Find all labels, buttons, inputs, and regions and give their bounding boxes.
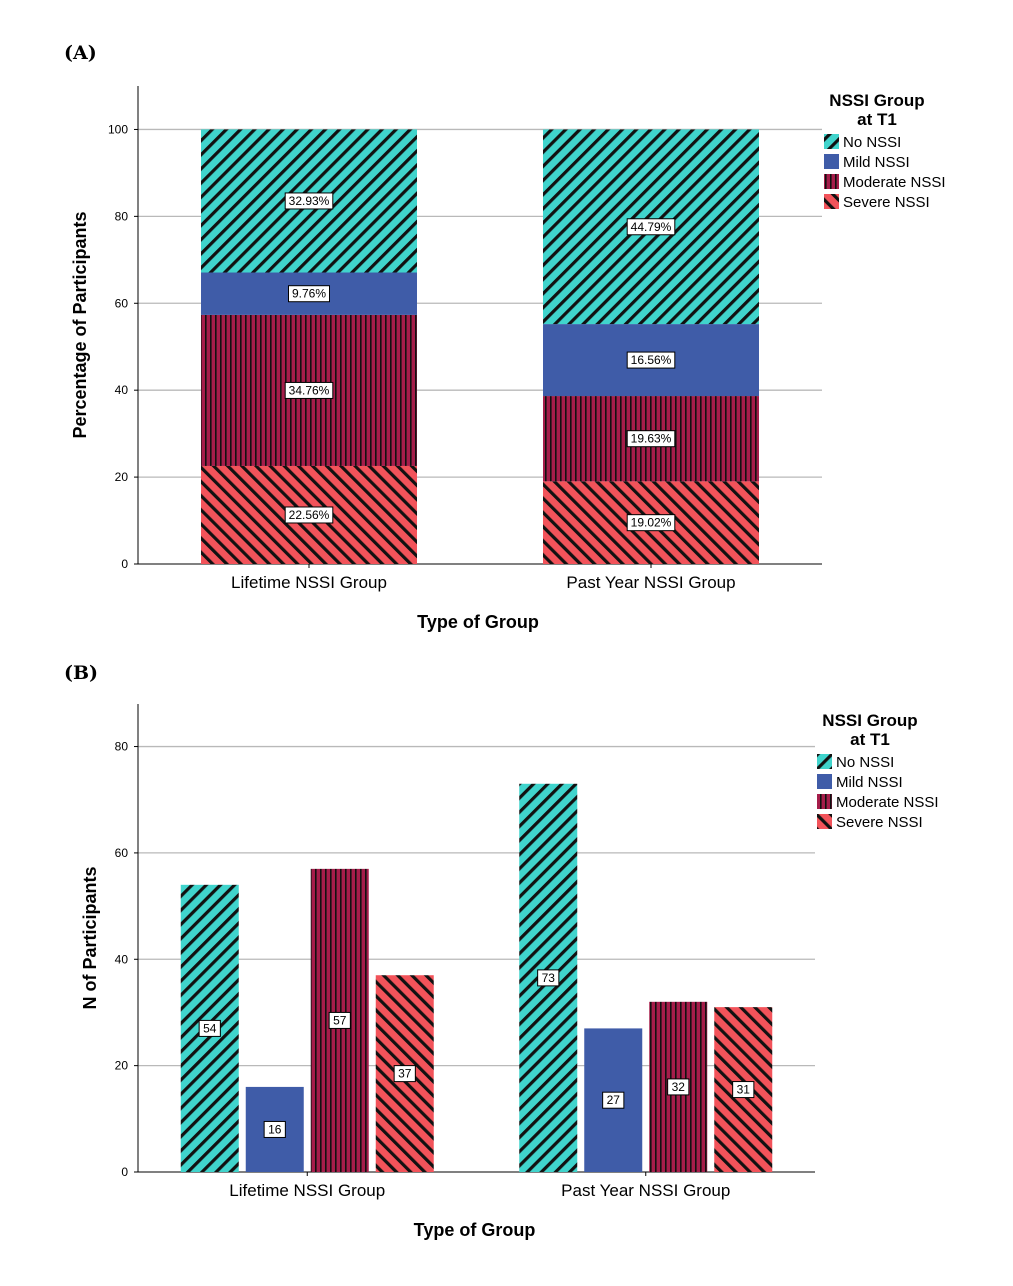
chart-b-legend-item-moderate-nssi: Moderate NSSI — [836, 794, 939, 811]
chart-b-category-past-year-nssi-group: Past Year NSSI Group — [561, 1181, 730, 1200]
chart-a-data-label-moderate-nssi-lifetime-nssi-group: 34.76% — [284, 381, 334, 399]
chart-a-y-axis-title: Percentage of Participants — [70, 211, 90, 438]
chart-a-legend-item-moderate-nssi: Moderate NSSI — [843, 174, 946, 191]
chart-a-data-label-moderate-nssi-past-year-nssi-group-text: 19.63% — [631, 432, 672, 446]
chart-a-data-label-no-nssi-lifetime-nssi-group-text: 32.93% — [289, 194, 330, 208]
chart-a-legend-swatch-severe-nssi — [824, 194, 839, 209]
chart-a-ytick-label: 100 — [108, 122, 128, 136]
chart-a-data-label-severe-nssi-lifetime-nssi-group-box — [284, 506, 334, 524]
chart-b-legend-item-severe-nssi: Severe NSSI — [836, 814, 923, 831]
chart-a-data-label-no-nssi-past-year-nssi-group: 44.79% — [626, 218, 676, 236]
chart-b-legend-swatch-no-nssi — [817, 754, 832, 769]
chart-b-legend-swatch-severe-nssi — [817, 814, 832, 829]
chart-a-ytick-label: 80 — [115, 209, 129, 223]
chart-b-x-axis-title: Type of Group — [414, 1220, 536, 1240]
chart-a-ytick-label: 60 — [115, 296, 129, 310]
chart-a-data-label-moderate-nssi-lifetime-nssi-group-text: 34.76% — [289, 383, 330, 397]
chart-a-data-label-no-nssi-lifetime-nssi-group-box — [284, 192, 334, 210]
chart-a: 0 20 40 60 80 100 Lifetime NSSI Group Past Year… — [70, 86, 946, 632]
chart-b-data-label-mild-nssi-lifetime-nssi-group: 16 — [263, 1120, 286, 1138]
chart-b-data-label-severe-nssi-past-year-nssi-group-text: 31 — [737, 1083, 751, 1097]
chart-b-category-lifetime-nssi-group: Lifetime NSSI Group — [229, 1181, 385, 1200]
chart-a-legend-item-mild-nssi: Mild NSSI — [843, 154, 910, 171]
chart-b-data-label-severe-nssi-past-year-nssi-group: 31 — [732, 1081, 755, 1099]
chart-b-data-label-severe-nssi-lifetime-nssi-group: 37 — [393, 1065, 416, 1083]
chart-a-data-label-severe-nssi-past-year-nssi-group-box — [626, 514, 676, 532]
chart-a-legend-swatch-mild-nssi — [824, 154, 839, 169]
chart-a-data-label-mild-nssi-past-year-nssi-group-text: 16.56% — [631, 353, 672, 367]
chart-a-legend-swatch-moderate-nssi — [824, 174, 839, 189]
chart-b-data-label-no-nssi-past-year-nssi-group: 73 — [537, 969, 560, 987]
chart-b-data-label-mild-nssi-past-year-nssi-group: 27 — [602, 1091, 625, 1109]
chart-a-data-label-moderate-nssi-past-year-nssi-group-box — [626, 430, 676, 448]
chart-a-legend-title: NSSI Group — [829, 91, 924, 110]
chart-a-data-label-severe-nssi-past-year-nssi-group-text: 19.02% — [631, 516, 672, 530]
chart-b-data-label-mild-nssi-lifetime-nssi-group-box — [263, 1120, 286, 1138]
chart-b-data-label-severe-nssi-lifetime-nssi-group-text: 37 — [398, 1067, 412, 1081]
chart-a-data-label-no-nssi-past-year-nssi-group-text: 44.79% — [631, 220, 672, 234]
chart-b-y-axis-title: N of Participants — [80, 866, 100, 1009]
chart-a-data-label-severe-nssi-lifetime-nssi-group-text: 22.56% — [289, 508, 330, 522]
chart-b-legend-title: at T1 — [850, 730, 890, 749]
chart-a-data-label-severe-nssi-lifetime-nssi-group: 22.56% — [284, 506, 334, 524]
chart-b-data-label-mild-nssi-past-year-nssi-group-box — [602, 1091, 625, 1109]
chart-a-data-label-severe-nssi-past-year-nssi-group: 19.02% — [626, 514, 676, 532]
chart-a-legend-swatch-no-nssi — [824, 134, 839, 149]
chart-b-data-label-moderate-nssi-lifetime-nssi-group-text: 57 — [333, 1013, 347, 1027]
chart-b-data-label-moderate-nssi-lifetime-nssi-group: 57 — [328, 1011, 351, 1029]
chart-b-ytick-label: 60 — [115, 846, 129, 860]
chart-b-legend-swatch-mild-nssi — [817, 774, 832, 789]
chart-b-ytick-label: 0 — [121, 1165, 128, 1179]
chart-a-category-lifetime-nssi-group: Lifetime NSSI Group — [231, 573, 387, 592]
panel-b-label: (B) — [64, 662, 99, 684]
chart-a-legend-title: at T1 — [857, 110, 897, 129]
chart-b-data-label-mild-nssi-lifetime-nssi-group-text: 16 — [268, 1122, 282, 1136]
chart-a-data-label-mild-nssi-past-year-nssi-group: 16.56% — [626, 351, 676, 369]
chart-b-data-label-moderate-nssi-past-year-nssi-group: 32 — [667, 1078, 690, 1096]
chart-b-data-label-severe-nssi-lifetime-nssi-group-box — [393, 1065, 416, 1083]
chart-a-data-label-mild-nssi-lifetime-nssi-group-box — [288, 285, 330, 303]
chart-a-data-label-moderate-nssi-past-year-nssi-group: 19.63% — [626, 430, 676, 448]
chart-a-data-label-mild-nssi-lifetime-nssi-group: 9.76% — [288, 285, 330, 303]
chart-b-data-label-no-nssi-past-year-nssi-group-text: 73 — [542, 971, 556, 985]
chart-b-data-label-no-nssi-past-year-nssi-group-box — [537, 969, 560, 987]
chart-b-legend-item-no-nssi: No NSSI — [836, 754, 894, 771]
chart-b-data-label-mild-nssi-past-year-nssi-group-text: 27 — [607, 1093, 621, 1107]
chart-a-data-label-mild-nssi-lifetime-nssi-group-text: 9.76% — [292, 287, 326, 301]
chart-b-data-label-no-nssi-lifetime-nssi-group: 54 — [198, 1019, 221, 1037]
panel-a-label: (A) — [64, 42, 97, 64]
chart-b-legend-swatch-moderate-nssi — [817, 794, 832, 809]
chart-b-data-label-moderate-nssi-past-year-nssi-group-box — [667, 1078, 690, 1096]
chart-a-ytick-label: 40 — [115, 383, 129, 397]
chart-b: 0 20 40 60 80 Lifetime NSSI Group Past Year NS… — [80, 704, 939, 1240]
chart-a-ytick-label: 20 — [115, 470, 129, 484]
chart-a-data-label-no-nssi-past-year-nssi-group-box — [626, 218, 676, 236]
chart-b-legend-title: NSSI Group — [822, 711, 917, 730]
chart-b-legend-item-mild-nssi: Mild NSSI — [836, 774, 903, 791]
chart-a-data-label-moderate-nssi-lifetime-nssi-group-box — [284, 381, 334, 399]
chart-b-data-label-moderate-nssi-past-year-nssi-group-text: 32 — [672, 1080, 686, 1094]
chart-a-data-label-mild-nssi-past-year-nssi-group-box — [626, 351, 676, 369]
chart-a-x-axis-title: Type of Group — [417, 612, 539, 632]
chart-b-data-label-moderate-nssi-lifetime-nssi-group-box — [328, 1011, 351, 1029]
chart-a-legend-item-no-nssi: No NSSI — [843, 134, 901, 151]
chart-a-legend-item-severe-nssi: Severe NSSI — [843, 194, 930, 211]
chart-a-category-past-year-nssi-group: Past Year NSSI Group — [566, 573, 735, 592]
chart-b-data-label-severe-nssi-past-year-nssi-group-box — [732, 1081, 755, 1099]
chart-b-ytick-label: 40 — [115, 952, 129, 966]
chart-a-ytick-label: 0 — [121, 557, 128, 571]
chart-b-ytick-label: 80 — [115, 740, 129, 754]
chart-b-ytick-label: 20 — [115, 1059, 129, 1073]
chart-a-data-label-no-nssi-lifetime-nssi-group: 32.93% — [284, 192, 334, 210]
chart-b-data-label-no-nssi-lifetime-nssi-group-box — [198, 1019, 221, 1037]
chart-b-data-label-no-nssi-lifetime-nssi-group-text: 54 — [203, 1021, 217, 1035]
